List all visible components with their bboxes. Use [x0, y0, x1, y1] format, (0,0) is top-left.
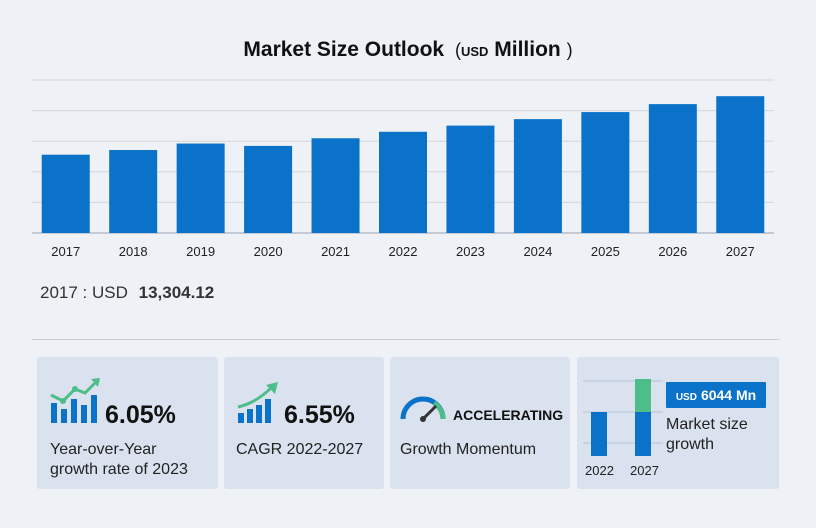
year-end-label: 2027: [630, 463, 659, 478]
yoy-growth-label-line1: Year-over-Year: [50, 441, 157, 458]
year-start-label: 2022: [585, 463, 614, 478]
divider: [32, 339, 780, 340]
cagr-card: 6.55% CAGR 2022-2027: [224, 357, 384, 489]
market-size-badge: USD 6044 Mn: [666, 382, 766, 408]
x-tick-label-2025: 2025: [591, 244, 620, 259]
base-year-value: 2017 : USD 13,304.12: [40, 283, 214, 303]
mini-bar-chart-icon: [583, 379, 663, 456]
yoy-growth-value: 6.05%: [105, 401, 176, 429]
cagr-value: 6.55%: [284, 401, 355, 429]
x-tick-label-2023: 2023: [456, 244, 485, 259]
x-tick-label-2020: 2020: [254, 244, 283, 259]
title-unit: Million: [494, 38, 561, 61]
bar-2022: [379, 131, 427, 233]
bar-2027: [716, 96, 765, 233]
bar-2021: [311, 138, 360, 233]
speedometer-icon: [400, 396, 446, 422]
bar-2019: [176, 143, 225, 233]
bar-chart: 2017 2018 2019 2020 2021 2022 2023 2024 2025 2026…: [32, 79, 774, 259]
bar-2025: [581, 112, 630, 233]
momentum-card: ACCELERATING Growth Momentum: [390, 357, 570, 489]
market-size-label-line1: Market size: [666, 416, 748, 433]
title-unit-paren-open: (: [449, 40, 461, 60]
chart-title: Market Size Outlook (USD Million ): [0, 38, 816, 62]
x-tick-label-2018: 2018: [119, 244, 148, 259]
bar-2026: [648, 104, 697, 233]
badge-unit: USD: [675, 392, 697, 403]
cagr-label: CAGR 2022-2027: [236, 441, 364, 458]
bar-2020: [244, 145, 293, 233]
bar-2023: [446, 125, 495, 233]
x-tick-label-2022: 2022: [389, 244, 418, 259]
bar-2024: [513, 119, 562, 233]
bar-2018: [109, 150, 158, 233]
x-tick-label-2021: 2021: [321, 244, 350, 259]
momentum-value: ACCELERATING: [453, 407, 564, 423]
base-value-label: 2017 : USD: [40, 283, 128, 302]
title-unit-paren-close: ): [566, 40, 573, 60]
trend-bars-icon: [237, 382, 278, 423]
x-tick-label-2017: 2017: [51, 244, 80, 259]
x-tick-label-2027: 2027: [726, 244, 755, 259]
market-size-growth-card: 2022 2027 Market size growth: [577, 357, 779, 489]
title-main: Market Size Outlook: [243, 38, 445, 61]
bar-2017: [41, 154, 90, 233]
yoy-growth-label-line2: growth rate of 2023: [50, 461, 188, 478]
x-tick-label-2019: 2019: [186, 244, 215, 259]
x-tick-label-2024: 2024: [523, 244, 552, 259]
title-unit-prefix: USD: [460, 44, 489, 59]
base-value-number: 13,304.12: [138, 283, 215, 302]
badge-value: 6044 Mn: [700, 387, 757, 403]
x-tick-label-2026: 2026: [658, 244, 687, 259]
growth-chart-icon: [50, 378, 100, 423]
momentum-label: Growth Momentum: [400, 441, 537, 458]
market-size-label-line2: growth: [666, 436, 715, 453]
yoy-growth-card: 6.05% Year-over-Year growth rate of 2023: [37, 357, 218, 489]
